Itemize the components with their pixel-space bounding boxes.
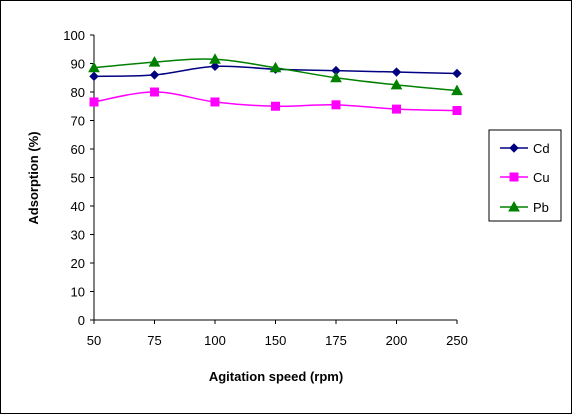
data-point-cu [150,87,159,97]
legend-label: Cu [533,170,550,185]
legend-item-pb: Pb [500,200,549,215]
data-point-cd [391,67,402,77]
data-point-cu [331,100,341,110]
data-point-pb [451,84,463,96]
y-tick-label: 70 [71,114,85,129]
y-tick-label: 20 [71,256,85,271]
x-tick-label: 175 [325,333,347,348]
data-point-cu [210,97,220,107]
legend-item-cd: Cd [500,141,550,156]
series-pb [88,53,463,96]
data-point-pb [148,56,161,67]
data-point-cu [271,101,280,111]
data-point-cd [452,68,462,79]
legend-marker [508,200,520,212]
data-point-pb [209,53,221,64]
data-point-cu [89,97,99,107]
data-point-pb [330,71,342,83]
x-tick-label: 250 [446,333,468,348]
y-tick-label: 80 [71,85,85,100]
y-tick-label: 100 [63,28,85,43]
legend-item-cu: Cu [500,170,550,185]
legend-label: Pb [533,200,549,215]
y-tick-label: 40 [71,199,85,214]
data-point-cu [452,106,462,116]
data-point-cd [149,70,160,80]
y-tick-label: 0 [78,313,85,328]
x-axis-title: Agitation speed (rpm) [209,369,343,384]
x-axis: 50 75 100 150 175 200 250 [87,319,468,348]
data-point-pb [269,61,282,73]
x-tick-label: 150 [265,333,287,348]
data-point-pb [88,61,100,73]
y-tick-label: 90 [71,57,85,72]
legend-marker [509,172,519,182]
x-tick-label: 100 [204,333,226,348]
legend-marker [509,143,519,153]
legend-label: Cd [533,141,550,156]
y-tick-label: 50 [71,171,85,186]
y-axis: 0 10 20 30 40 50 60 70 80 90 100 [63,28,95,328]
y-tick-label: 10 [71,285,85,300]
series-layer [88,53,463,116]
y-tick-label: 30 [71,228,85,243]
legend: Cd Cu Pb [488,129,562,222]
y-axis-title: Adsorption (%) [26,131,41,224]
y-tick-label: 60 [71,142,85,157]
series-cu [89,87,462,116]
data-point-pb [390,78,403,90]
data-point-cd [89,71,99,82]
data-point-cu [392,104,401,114]
x-tick-label: 75 [147,333,161,348]
x-tick-label: 200 [386,333,408,348]
data-point-cd [210,61,220,72]
x-tick-label: 50 [87,333,101,348]
legend-box [488,129,562,222]
